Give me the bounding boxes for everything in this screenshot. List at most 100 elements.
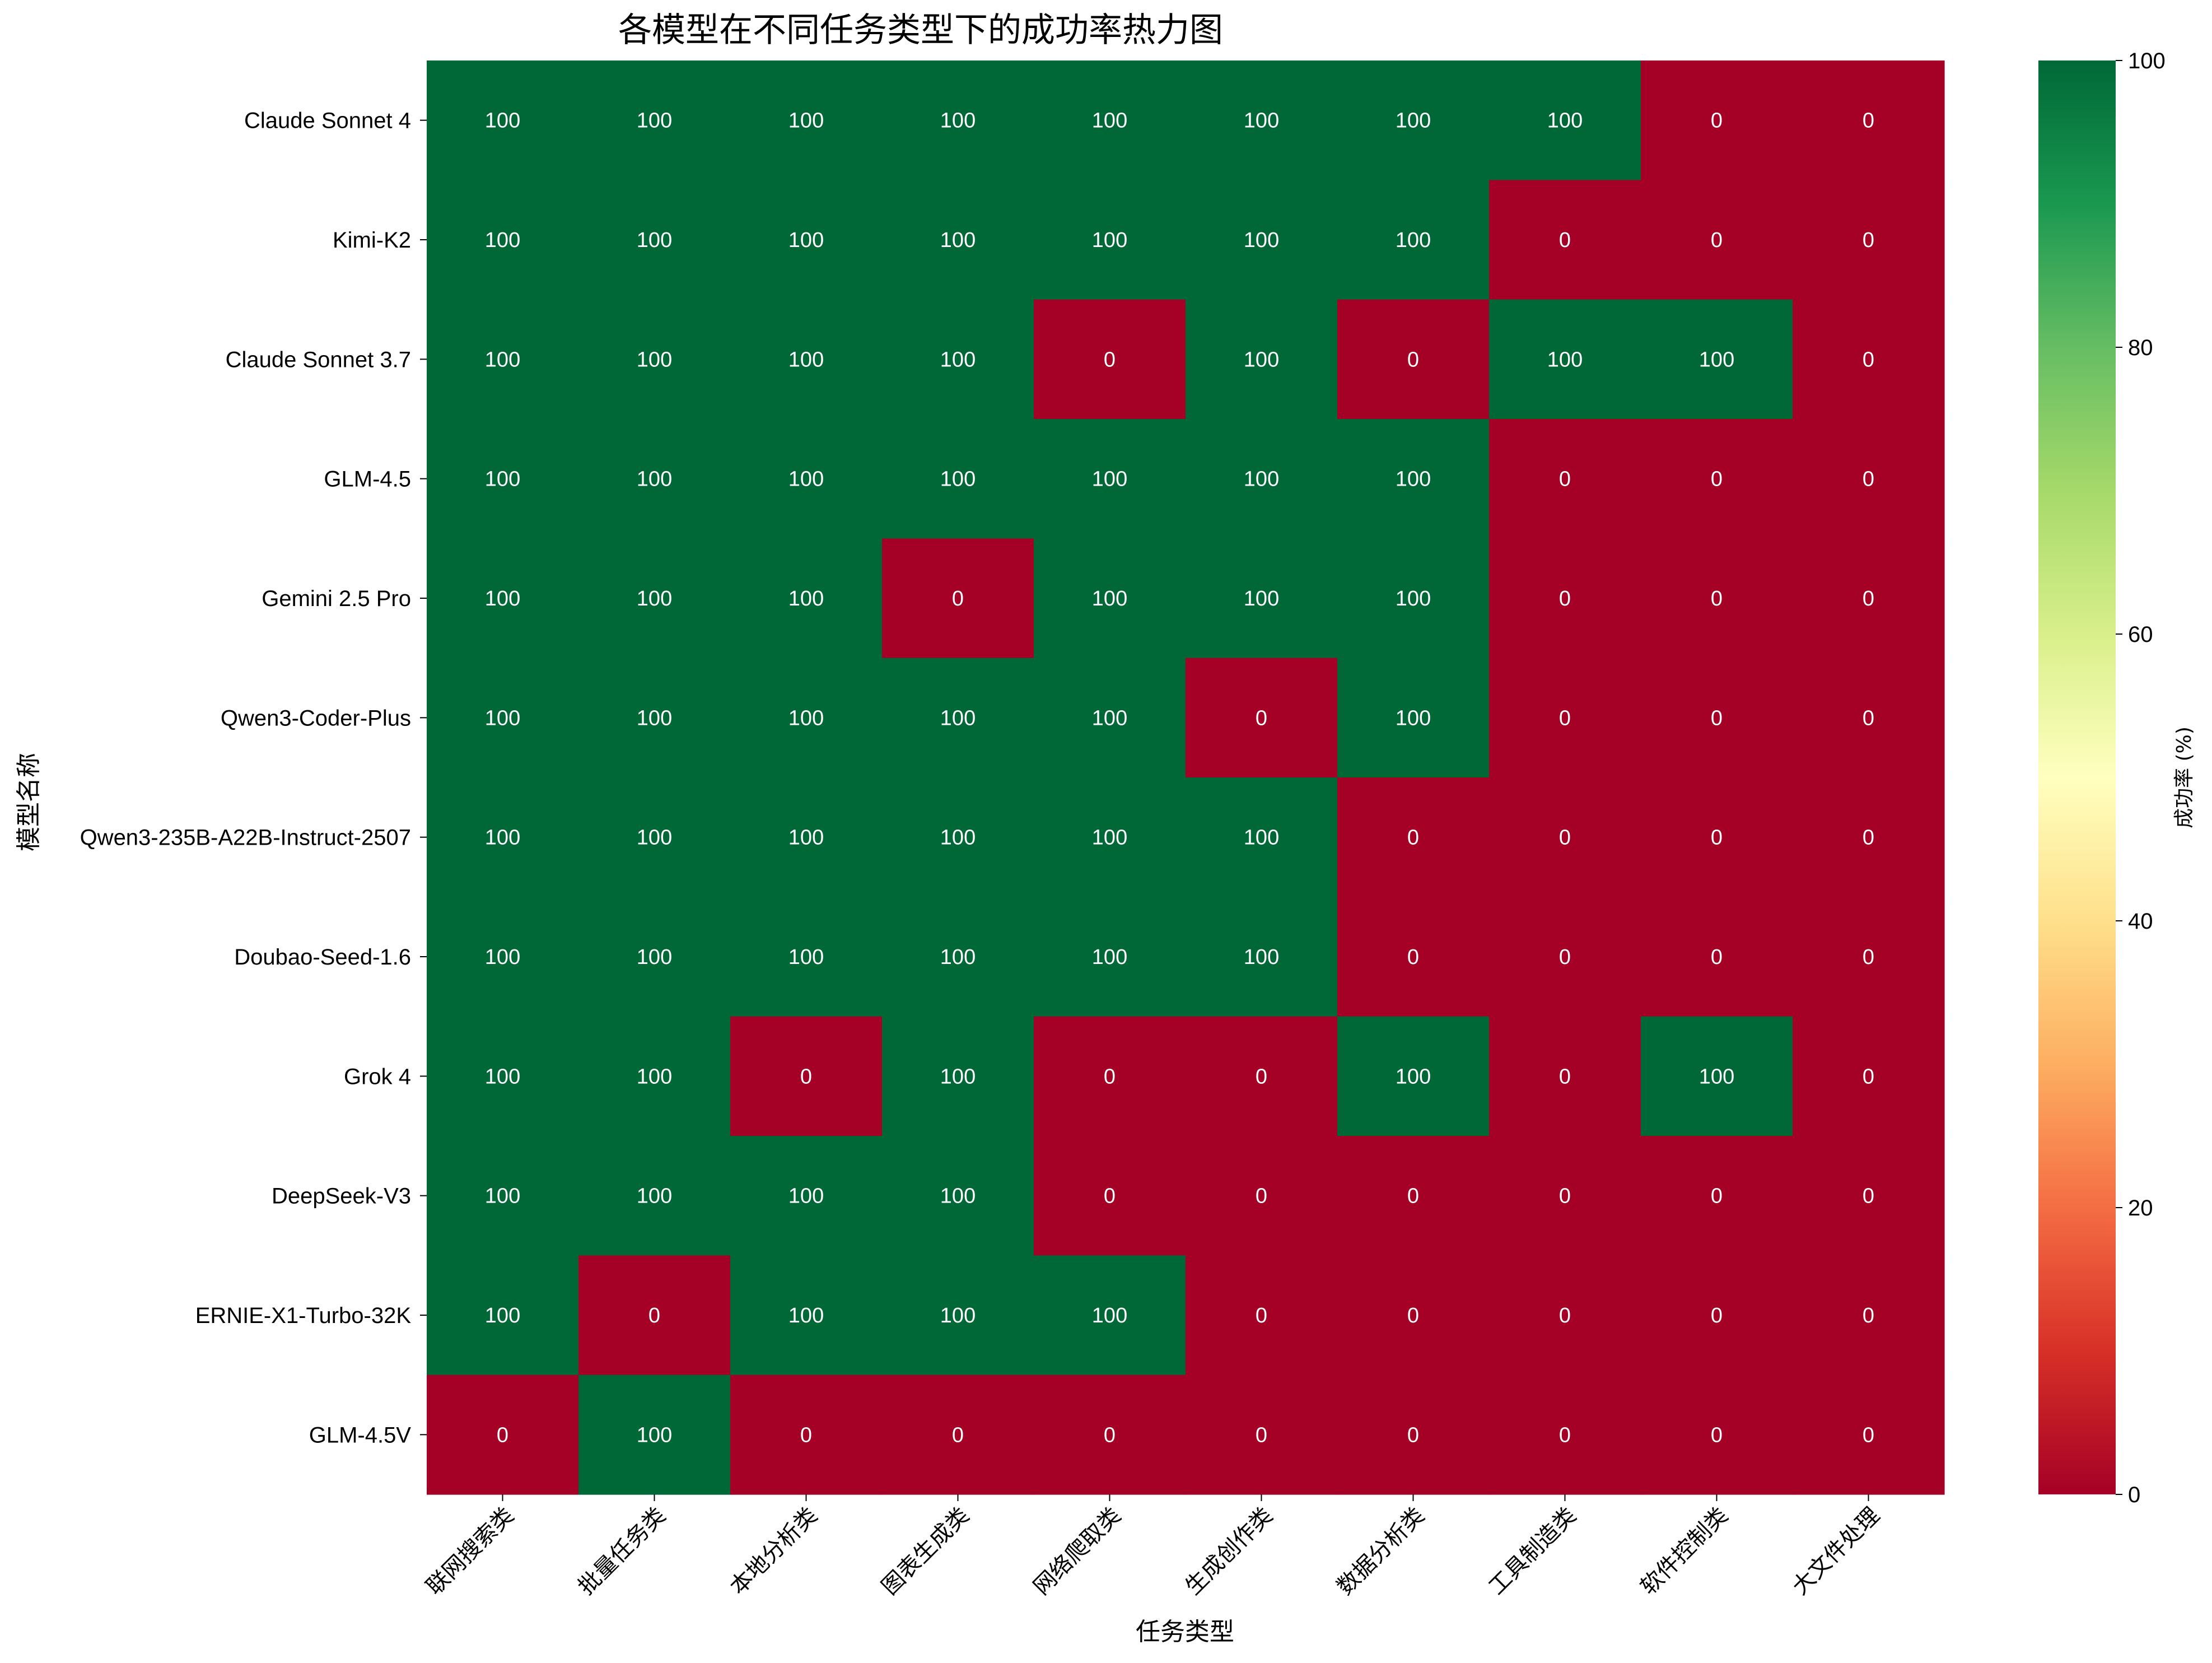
heatmap-cells xyxy=(427,60,1945,1495)
heatmap-cell xyxy=(1337,1136,1490,1256)
cell-value-label: 100 xyxy=(1244,109,1279,133)
cell-value-label: 100 xyxy=(940,1185,976,1208)
cell-value-label: 100 xyxy=(637,1423,672,1447)
y-axis-label: 模型名称 xyxy=(15,753,43,851)
cell-value-label: 100 xyxy=(485,826,520,850)
heatmap-cell xyxy=(1337,299,1490,420)
x-tick-label: 数据分析类 xyxy=(1332,1503,1430,1600)
cell-value-label: 100 xyxy=(637,109,672,133)
cell-value-label: 0 xyxy=(648,1304,660,1327)
colorbar-label: 成功率 (%) xyxy=(2173,726,2196,828)
heatmap-cell xyxy=(1489,1136,1641,1256)
y-tick-label: GLM-4.5V xyxy=(309,1423,412,1447)
cell-value-label: 100 xyxy=(1244,348,1279,371)
cell-value-label: 100 xyxy=(1092,468,1127,491)
chart-title: 各模型在不同任务类型下的成功率热力图 xyxy=(618,11,1223,50)
cell-value-label: 100 xyxy=(788,109,824,133)
y-tick-label: Claude Sonnet 4 xyxy=(244,109,411,133)
x-tick-label: 生成创作类 xyxy=(1180,1503,1278,1600)
y-tick-label: DeepSeek-V3 xyxy=(272,1184,411,1209)
heatmap-cell xyxy=(1034,1255,1186,1376)
heatmap-cell xyxy=(1489,658,1641,778)
cell-value-label: 100 xyxy=(1396,1065,1431,1088)
cell-value-label: 0 xyxy=(1104,348,1116,371)
heatmap-cell xyxy=(427,1136,579,1256)
heatmap-cell xyxy=(1641,538,1793,659)
heatmap-cell xyxy=(1034,1375,1186,1495)
cell-value-label: 0 xyxy=(1559,1423,1571,1447)
heatmap-cell xyxy=(882,538,1034,659)
heatmap-cell xyxy=(730,1375,883,1495)
heatmap-cell xyxy=(882,1016,1034,1136)
heatmap-cell xyxy=(1186,658,1338,778)
x-axis-label: 任务类型 xyxy=(1136,1618,1234,1646)
cell-value-label: 0 xyxy=(1711,1423,1723,1447)
cell-value-label: 100 xyxy=(940,1304,976,1327)
cell-value-label: 100 xyxy=(1396,587,1431,611)
cell-value-label: 100 xyxy=(940,945,976,969)
x-tick-label: 软件控制类 xyxy=(1636,1503,1733,1600)
heatmap-cell xyxy=(427,897,579,1017)
cell-value-label: 0 xyxy=(1711,826,1723,850)
cell-value-label: 100 xyxy=(637,945,672,969)
heatmap-cell xyxy=(730,777,883,897)
cell-value-label: 100 xyxy=(1396,229,1431,252)
cell-value-label: 100 xyxy=(788,1304,824,1327)
heatmap-cell xyxy=(1641,658,1793,778)
heatmap-cell xyxy=(578,777,731,897)
cell-value-label: 0 xyxy=(1407,1423,1419,1447)
cell-value-label: 0 xyxy=(1863,706,1874,730)
heatmap-cell xyxy=(1641,777,1793,897)
heatmap-cell xyxy=(1337,777,1490,897)
heatmap-cell xyxy=(578,1136,731,1256)
cell-value-label: 100 xyxy=(485,468,520,491)
heatmap-cell xyxy=(730,1255,883,1376)
cell-value-label: 0 xyxy=(1256,1304,1267,1327)
cell-value-label: 100 xyxy=(485,587,520,611)
cell-value-label: 0 xyxy=(800,1423,812,1447)
cell-value-label: 100 xyxy=(788,945,824,969)
cell-value-label: 100 xyxy=(1244,945,1279,969)
cell-value-label: 100 xyxy=(1396,706,1431,730)
x-tick-label: 图表生成类 xyxy=(877,1503,974,1600)
cell-value-label: 0 xyxy=(1256,1423,1267,1447)
cell-value-label: 0 xyxy=(1711,706,1723,730)
heatmap-cell xyxy=(1186,299,1338,420)
heatmap-cell xyxy=(1186,897,1338,1017)
heatmap-cell xyxy=(1641,1255,1793,1376)
heatmap-cell xyxy=(1489,777,1641,897)
cell-value-label: 0 xyxy=(1711,109,1723,133)
cell-value-label: 100 xyxy=(788,229,824,252)
cell-value-label: 100 xyxy=(940,468,976,491)
heatmap-cell xyxy=(1034,299,1186,420)
heatmap-cell xyxy=(1337,897,1490,1017)
cell-value-label: 100 xyxy=(637,1065,672,1088)
cell-value-label: 100 xyxy=(1244,468,1279,491)
cell-value-label: 0 xyxy=(1711,1185,1723,1208)
cell-value-label: 0 xyxy=(800,1065,812,1088)
heatmap-cell xyxy=(1793,1136,1945,1256)
cell-value-label: 0 xyxy=(952,1423,964,1447)
colorbar-tick-label: 0 xyxy=(2128,1483,2140,1507)
cell-value-label: 0 xyxy=(1863,826,1874,850)
cell-value-label: 0 xyxy=(1711,1304,1723,1327)
heatmap-cell xyxy=(1489,180,1641,300)
heatmap-cell xyxy=(730,1136,883,1256)
heatmap-cell xyxy=(1641,180,1793,300)
heatmap-cell xyxy=(1337,658,1490,778)
heatmap-cell xyxy=(730,897,883,1017)
heatmap-cell xyxy=(882,180,1034,300)
heatmap-cell xyxy=(1641,299,1793,420)
cell-value-label: 100 xyxy=(788,587,824,611)
colorbar-tick-label: 40 xyxy=(2128,909,2153,934)
cell-value-label: 0 xyxy=(1559,1304,1571,1327)
heatmap-cell xyxy=(882,419,1034,539)
heatmap-cell xyxy=(730,180,883,300)
heatmap-cell xyxy=(1641,419,1793,539)
heatmap-cell xyxy=(427,419,579,539)
cell-value-label: 0 xyxy=(1863,348,1874,371)
heatmap-cell xyxy=(882,60,1034,180)
heatmap-cell xyxy=(1489,1016,1641,1136)
heatmap-cell xyxy=(730,419,883,539)
heatmap-cell xyxy=(427,1016,579,1136)
